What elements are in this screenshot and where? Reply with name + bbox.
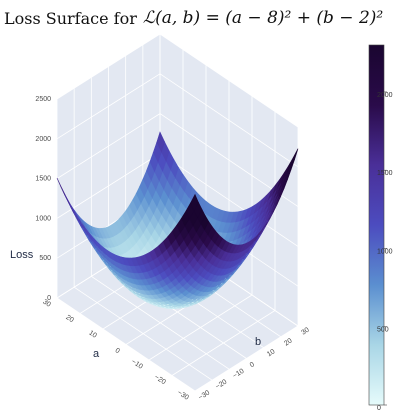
z-tick-label: 500	[39, 255, 51, 262]
a-axis-title: a	[93, 348, 100, 360]
colorbar-tick-label: 0	[377, 405, 381, 411]
b-tick-label: 30	[300, 327, 310, 337]
b-tick-label: −10	[232, 368, 246, 380]
b-tick-label: 0	[249, 361, 256, 369]
colorbar-gradient	[369, 45, 384, 405]
a-tick-label: −10	[130, 358, 144, 370]
z-tick-label: 2000	[35, 136, 51, 143]
b-tick-label: 10	[266, 348, 276, 358]
z-tick-label: 1000	[35, 215, 51, 222]
z-axis-title: Loss	[10, 249, 34, 261]
colorbar-tick-label: 1500	[377, 170, 393, 177]
a-tick-label: 20	[64, 314, 74, 324]
a-tick-label: 0	[114, 347, 121, 355]
a-tick-label: 10	[87, 330, 97, 340]
a-tick-label: −30	[176, 389, 190, 401]
colorbar: 0 500 1000 1500 2000	[369, 45, 393, 411]
z-tick-label: 1500	[35, 176, 51, 183]
colorbar-tick-label: 1000	[377, 248, 393, 255]
b-tick-label: 20	[283, 337, 293, 347]
colorbar-tick-label: 500	[377, 327, 389, 334]
b-tick-label: −20	[215, 379, 229, 391]
a-tick-label: −20	[153, 374, 167, 386]
colorbar-tick-label: 2000	[377, 92, 393, 99]
z-tick-label: 2500	[35, 96, 51, 103]
b-tick-label: −30	[197, 389, 211, 401]
b-axis-title: b	[255, 336, 261, 348]
